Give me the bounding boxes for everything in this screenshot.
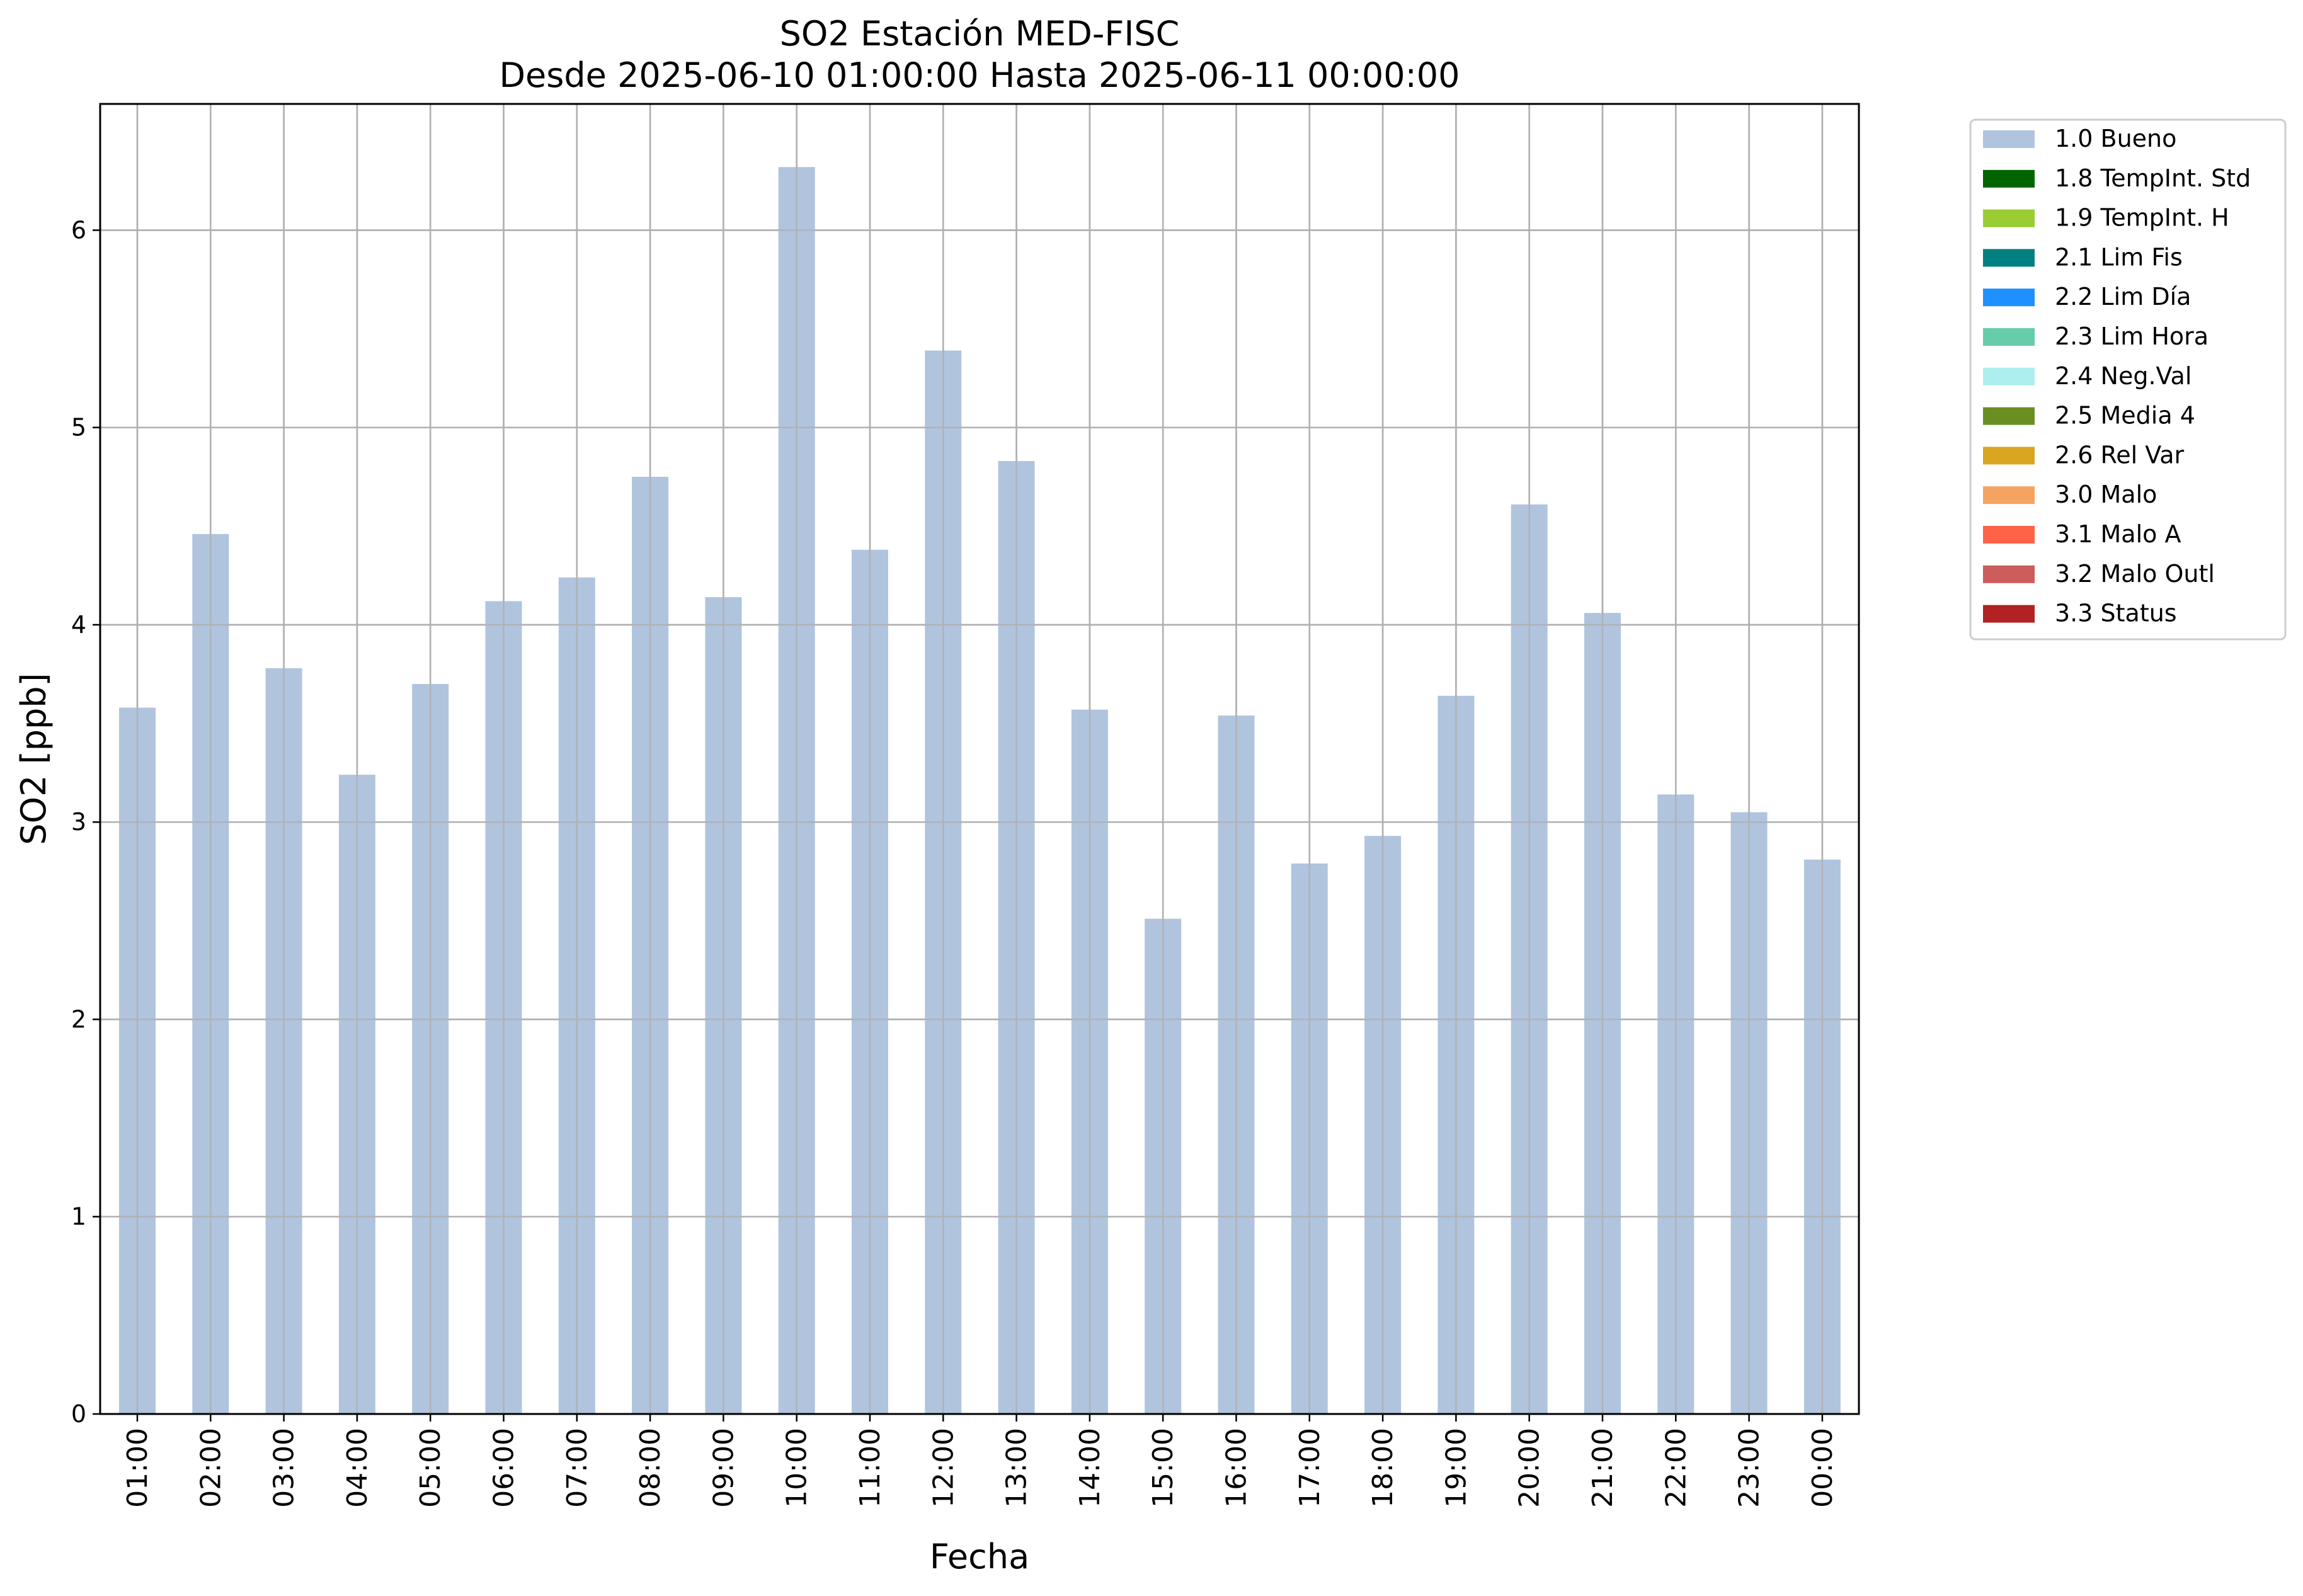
legend-label: 3.0 Malo — [2055, 481, 2157, 508]
legend-label: 1.8 TempInt. Std — [2055, 164, 2251, 192]
x-tick-label: 09:00 — [707, 1428, 740, 1508]
x-tick-label: 12:00 — [927, 1428, 959, 1508]
legend-swatch — [1983, 288, 2035, 307]
legend-swatch — [1983, 486, 2035, 504]
legend-label: 3.2 Malo Outl — [2055, 560, 2215, 588]
y-tick-label: 5 — [71, 414, 86, 442]
x-tick-label: 21:00 — [1587, 1428, 1619, 1508]
legend-swatch — [1983, 169, 2035, 188]
y-tick-label: 1 — [71, 1203, 86, 1231]
legend-label: 2.3 Lim Hora — [2055, 322, 2209, 350]
legend-label: 2.4 Neg.Val — [2055, 362, 2192, 390]
legend-label: 3.1 Malo A — [2055, 520, 2181, 548]
x-tick-label: 03:00 — [268, 1428, 300, 1508]
y-tick-label: 2 — [71, 1005, 86, 1033]
x-tick-label: 22:00 — [1660, 1428, 1692, 1508]
legend-items: 1.0 Bueno 1.8 TempInt. Std 1.9 TempInt. H 2… — [1983, 125, 2251, 627]
legend-swatch — [1983, 526, 2035, 544]
legend-swatch — [1983, 130, 2035, 148]
legend-label: 1.9 TempInt. H — [2055, 204, 2229, 232]
x-tick-label: 19:00 — [1440, 1428, 1472, 1508]
legend-label: 1.0 Bueno — [2055, 125, 2176, 152]
legend-label: 2.2 Lim Día — [2055, 283, 2191, 311]
y-tick-label: 3 — [71, 808, 86, 836]
x-tick-label: 06:00 — [488, 1428, 520, 1508]
legend-swatch — [1983, 447, 2035, 465]
legend-swatch — [1983, 367, 2035, 385]
x-tick-label: 07:00 — [561, 1428, 593, 1508]
legend-swatch — [1983, 407, 2035, 425]
x-tick-label: 10:00 — [781, 1428, 813, 1508]
y-axis-label: SO2 [ppb] — [14, 673, 54, 845]
x-tick-label: 17:00 — [1294, 1428, 1326, 1508]
chart-subtitle: Desde 2025-06-10 01:00:00 Hasta 2025-06-… — [499, 55, 1460, 95]
x-tick-label: 04:00 — [341, 1428, 374, 1508]
legend-label: 2.5 Media 4 — [2055, 402, 2195, 430]
x-axis-label: Fecha — [930, 1537, 1029, 1576]
y-tick-label: 0 — [71, 1400, 86, 1428]
x-tick-label: 05:00 — [414, 1428, 447, 1508]
y-tick-label: 4 — [71, 611, 86, 639]
plot-frame — [99, 103, 1860, 1415]
x-tick-label: 18:00 — [1367, 1428, 1399, 1508]
x-tick-label: 02:00 — [195, 1428, 227, 1508]
legend: 1.0 Bueno 1.8 TempInt. Std 1.9 TempInt. H 2… — [1969, 118, 2287, 641]
x-tick-label: 00:00 — [1807, 1428, 1839, 1508]
x-tick-label: 16:00 — [1221, 1428, 1253, 1508]
bars — [100, 104, 1859, 1415]
x-tick-label: 23:00 — [1734, 1428, 1766, 1508]
legend-swatch — [1983, 249, 2035, 267]
chart-title: SO2 Estación MED-FISC — [780, 14, 1180, 54]
x-tick-label: 14:00 — [1074, 1428, 1106, 1508]
legend-swatch — [1983, 209, 2035, 227]
legend-label: 2.1 Lim Fis — [2055, 243, 2183, 271]
x-tick-label: 15:00 — [1147, 1428, 1179, 1508]
legend-box — [1969, 118, 2287, 641]
x-axis-ticks: 01:00 02:00 03:00 04:00 05:00 06:00 07:00 08:00… — [122, 1414, 1839, 1508]
x-tick-label: 20:00 — [1514, 1428, 1546, 1508]
y-axis-ticks: 0 1 2 3 4 5 6 — [71, 216, 100, 1428]
y-tick-label: 6 — [71, 216, 86, 244]
x-tick-label: 11:00 — [854, 1428, 886, 1508]
legend-label: 3.3 Status — [2055, 600, 2177, 627]
legend-swatch — [1983, 565, 2035, 583]
legend-swatch — [1983, 605, 2035, 623]
legend-swatch — [1983, 328, 2035, 346]
x-tick-label: 13:00 — [1001, 1428, 1033, 1508]
x-tick-label: 01:00 — [122, 1428, 154, 1508]
legend-label: 2.6 Rel Var — [2055, 441, 2185, 469]
x-tick-label: 08:00 — [634, 1428, 666, 1508]
